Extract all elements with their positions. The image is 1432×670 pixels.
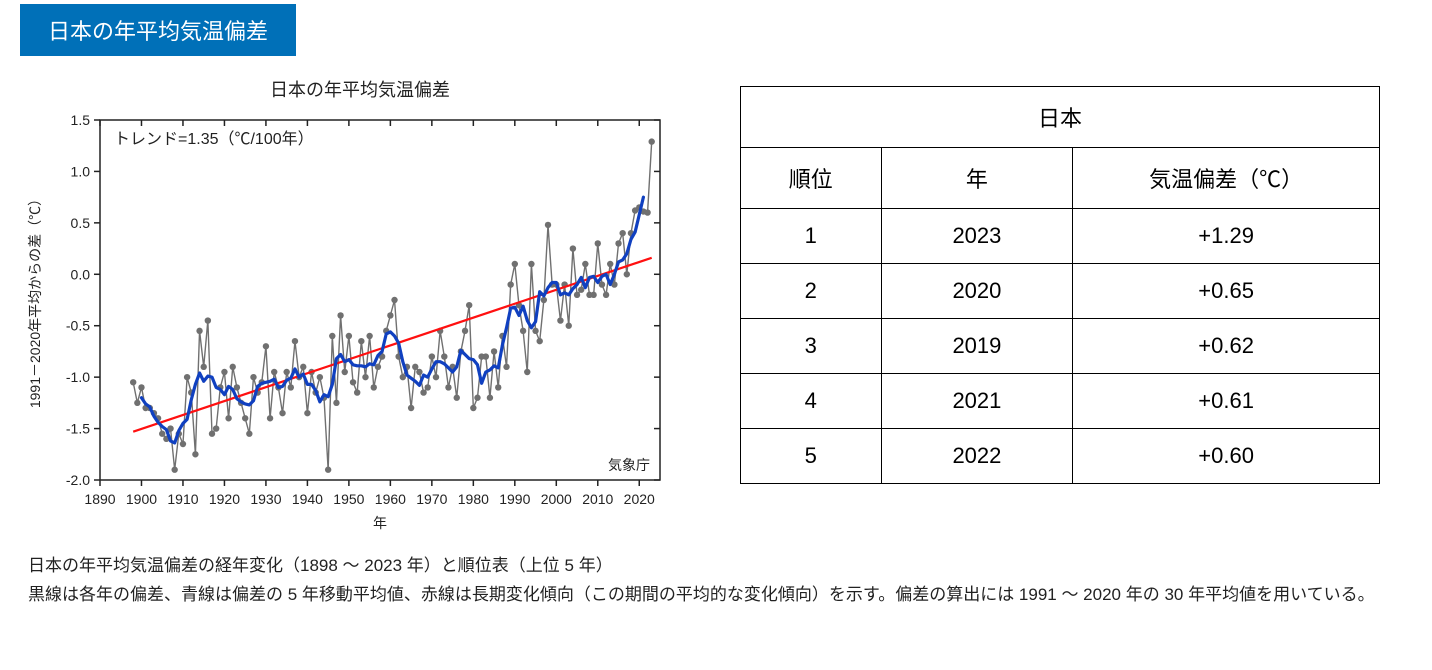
svg-text:年: 年 (373, 515, 387, 531)
svg-text:1991－2020年平均からの差（℃）: 1991－2020年平均からの差（℃） (27, 192, 43, 408)
svg-text:0.5: 0.5 (71, 215, 91, 231)
table-cell: 5 (741, 429, 882, 484)
svg-text:2000: 2000 (541, 491, 572, 507)
table-title: 日本 (741, 87, 1380, 148)
caption-line-2: 黒線は各年の偏差、青線は偏差の 5 年移動平均値、赤線は長期変化傾向（この期間の… (28, 581, 1404, 608)
chart-container: 日本の年平均気温偏差 -2.0 -1.5 -1.0 -0.5 0.0 0.5 1.0 1.5 1… (20, 76, 700, 540)
svg-text:2010: 2010 (582, 491, 613, 507)
svg-text:1950: 1950 (333, 491, 364, 507)
svg-text:1.5: 1.5 (71, 112, 91, 128)
svg-text:1940: 1940 (292, 491, 323, 507)
table-cell: 2023 (881, 209, 1073, 264)
table-cell: +0.65 (1073, 264, 1380, 319)
table-cell: 2020 (881, 264, 1073, 319)
svg-text:-0.5: -0.5 (66, 318, 90, 334)
svg-text:2020: 2020 (624, 491, 655, 507)
caption-line-1: 日本の年平均気温偏差の経年変化（1898 〜 2023 年）と順位表（上位 5 … (28, 552, 1404, 579)
table-col-header: 気温偏差（℃） (1073, 148, 1380, 209)
table-cell: 2 (741, 264, 882, 319)
table-cell: 2022 (881, 429, 1073, 484)
svg-text:1890: 1890 (84, 491, 115, 507)
svg-text:0.0: 0.0 (71, 266, 91, 282)
svg-text:-1.5: -1.5 (66, 421, 90, 437)
table-cell: +0.60 (1073, 429, 1380, 484)
ranking-table: 日本順位年気温偏差（℃）12023+1.2922020+0.6532019+0.… (740, 86, 1380, 484)
svg-text:1970: 1970 (416, 491, 447, 507)
table-cell: 2019 (881, 319, 1073, 374)
svg-text:1930: 1930 (250, 491, 281, 507)
ranking-table-container: 日本順位年気温偏差（℃）12023+1.2922020+0.6532019+0.… (740, 86, 1380, 484)
page-title: 日本の年平均気温偏差 (20, 4, 296, 56)
svg-text:1910: 1910 (167, 491, 198, 507)
table-cell: +0.62 (1073, 319, 1380, 374)
table-row: 32019+0.62 (741, 319, 1380, 374)
content-row: 日本の年平均気温偏差 -2.0 -1.5 -1.0 -0.5 0.0 0.5 1.0 1.5 1… (0, 56, 1432, 540)
svg-text:1980: 1980 (458, 491, 489, 507)
table-row: 42021+0.61 (741, 374, 1380, 429)
caption: 日本の年平均気温偏差の経年変化（1898 〜 2023 年）と順位表（上位 5 … (0, 540, 1432, 608)
svg-text:-2.0: -2.0 (66, 472, 90, 488)
table-cell: 1 (741, 209, 882, 264)
svg-text:-1.0: -1.0 (66, 369, 90, 385)
table-cell: +1.29 (1073, 209, 1380, 264)
table-row: 12023+1.29 (741, 209, 1380, 264)
table-cell: +0.61 (1073, 374, 1380, 429)
svg-text:1960: 1960 (375, 491, 406, 507)
table-cell: 3 (741, 319, 882, 374)
svg-text:1990: 1990 (499, 491, 530, 507)
svg-text:1.0: 1.0 (71, 163, 91, 179)
table-cell: 2021 (881, 374, 1073, 429)
table-row: 52022+0.60 (741, 429, 1380, 484)
table-col-header: 年 (881, 148, 1073, 209)
svg-text:1900: 1900 (126, 491, 157, 507)
table-row: 22020+0.65 (741, 264, 1380, 319)
svg-text:気象庁: 気象庁 (608, 457, 650, 473)
svg-text:1920: 1920 (209, 491, 240, 507)
temperature-anomaly-chart: -2.0 -1.5 -1.0 -0.5 0.0 0.5 1.0 1.5 1890 1900 1910… (20, 110, 670, 540)
chart-title: 日本の年平均気温偏差 (20, 76, 700, 102)
svg-text:トレンド=1.35（℃/100年）: トレンド=1.35（℃/100年） (114, 130, 314, 148)
table-cell: 4 (741, 374, 882, 429)
table-col-header: 順位 (741, 148, 882, 209)
